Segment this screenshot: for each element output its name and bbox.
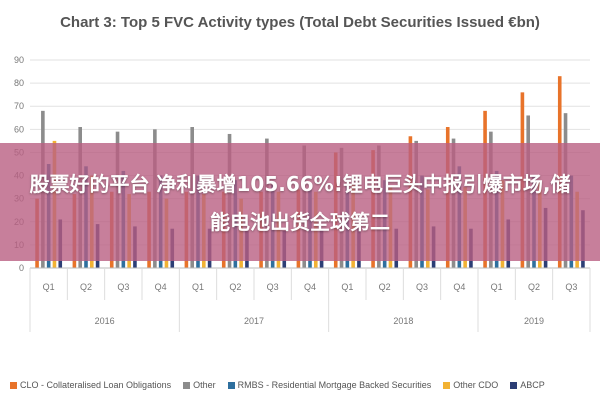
- x-tick-label: Q1: [341, 282, 353, 292]
- year-label: 2017: [244, 316, 264, 326]
- legend-swatch: [510, 381, 518, 389]
- x-tick-label: Q3: [565, 282, 577, 292]
- x-tick-label: Q4: [304, 282, 316, 292]
- legend-label: RMBS - Residential Mortgage Backed Secur…: [237, 380, 432, 390]
- year-label: 2016: [95, 316, 115, 326]
- y-tick-label: 70: [14, 101, 24, 111]
- y-tick-label: 60: [14, 124, 24, 134]
- x-tick-label: Q3: [416, 282, 428, 292]
- x-tick-label: Q3: [267, 282, 279, 292]
- y-tick-label: 80: [14, 78, 24, 88]
- legend-label: Other CDO: [453, 380, 499, 390]
- legend-item: CLO - Collateralised Loan Obligations: [10, 380, 171, 390]
- x-tick-label: Q4: [453, 282, 465, 292]
- y-tick-label: 0: [19, 263, 24, 273]
- legend-swatch: [10, 381, 17, 389]
- legend-item: Other CDO: [443, 380, 498, 390]
- x-tick-label: Q1: [491, 282, 503, 292]
- chart-title: Chart 3: Top 5 FVC Activity types (Total…: [60, 14, 540, 31]
- x-tick-label: Q2: [379, 282, 391, 292]
- legend-swatch: [227, 381, 235, 389]
- x-tick-label: Q3: [117, 282, 129, 292]
- x-tick-label: Q1: [192, 282, 204, 292]
- legend-item: RMBS - Residential Mortgage Backed Secur…: [227, 380, 432, 390]
- legend-label: Other: [193, 380, 216, 390]
- overlay-banner[interactable]: 股票好的平台 净利暴增105.66%!锂电巨头中报引爆市场,储能电池出货全球第二: [0, 143, 600, 261]
- legend-label: ABCP: [520, 380, 545, 390]
- legend-label: CLO - Collateralised Loan Obligations: [20, 380, 172, 390]
- y-tick-label: 90: [14, 55, 24, 65]
- x-tick-label: Q2: [229, 282, 241, 292]
- year-label: 2018: [393, 316, 413, 326]
- x-tick-label: Q2: [80, 282, 92, 292]
- legend-swatch: [183, 381, 191, 389]
- x-tick-label: Q2: [528, 282, 540, 292]
- legend: CLO - Collateralised Loan Obligations Oth…: [10, 378, 595, 392]
- year-label: 2019: [524, 316, 544, 326]
- banner-headline: 股票好的平台 净利暴增105.66%!锂电巨头中报引爆市场,储能电池出货全球第二: [29, 172, 571, 234]
- x-tick-label: Q1: [43, 282, 55, 292]
- legend-swatch: [443, 381, 451, 389]
- legend-item: ABCP: [510, 380, 545, 390]
- legend-item: Other: [183, 380, 216, 390]
- x-tick-label: Q4: [155, 282, 167, 292]
